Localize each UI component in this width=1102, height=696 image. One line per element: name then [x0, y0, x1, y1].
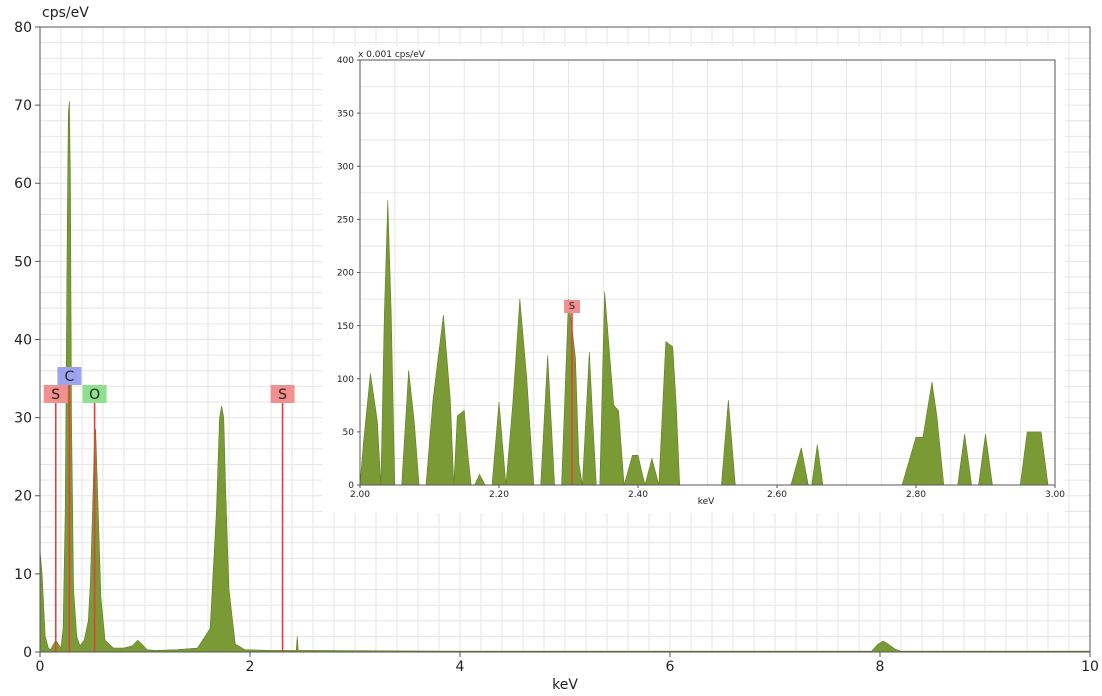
x-tick-label: 10 [1081, 659, 1099, 675]
y-tick-label: 400 [337, 56, 354, 66]
x-axis-label: keV [698, 497, 715, 507]
x-tick-label: 3.00 [1045, 490, 1065, 500]
y-tick-label: 80 [14, 20, 32, 36]
y-tick-label: 30 [14, 411, 32, 427]
y-tick-label: 350 [337, 109, 354, 119]
x-tick-label: 2.20 [489, 490, 509, 500]
element-marker-box [270, 385, 295, 403]
y-tick-label: 60 [14, 176, 32, 192]
element-marker-label: S [569, 301, 575, 312]
element-marker-label: O [89, 387, 100, 403]
y-tick-label: 10 [14, 567, 32, 583]
x-tick-label: 8 [876, 659, 885, 675]
axis-ticks: 2.00 2.20 2.40 2.60 2.80 3.00 0 50 100 150 200 250 3… [337, 56, 1065, 500]
x-tick-label: 2.80 [906, 490, 926, 500]
element-marker-box [43, 385, 68, 403]
y-axis-label: x 0.001 cps/eV [358, 50, 426, 60]
y-tick-label: 20 [14, 489, 32, 505]
y-tick-label: 250 [337, 216, 354, 226]
y-tick-label: 50 [343, 428, 355, 438]
x-tick-label: 2.40 [628, 490, 648, 500]
y-tick-label: 100 [337, 375, 354, 385]
element-marker-c: C [57, 367, 82, 652]
y-axis-label: cps/eV [42, 5, 89, 21]
y-tick-label: 150 [337, 322, 354, 332]
element-marker-o: O [82, 385, 107, 652]
x-axis-label: keV [552, 677, 578, 692]
element-marker-box [57, 367, 82, 385]
inset-spectrum-chart: S 2.00 2.20 2.40 2.60 2.80 3.00 0 50 100 150 200 250… [322, 46, 1065, 513]
y-tick-label: 200 [337, 269, 354, 279]
y-tick-label: 0 [23, 645, 32, 661]
x-tick-label: 2.60 [767, 490, 787, 500]
y-tick-label: 50 [14, 254, 32, 270]
element-marker-label: C [65, 369, 75, 385]
spectrum-area [39, 101, 1091, 653]
y-tick-label: 0 [348, 481, 354, 491]
element-marker-s: S [43, 385, 68, 652]
element-marker-box [563, 300, 580, 313]
y-tick-label: 300 [337, 162, 354, 172]
element-marker-s: S [563, 300, 580, 485]
y-tick-label: 70 [14, 98, 32, 114]
x-tick-label: 4 [456, 659, 465, 675]
element-marker-s: S [270, 385, 295, 652]
spectrum-area [359, 200, 1055, 486]
element-marker-label: S [278, 387, 287, 403]
x-tick-label: 2.00 [350, 490, 370, 500]
y-tick-label: 40 [14, 332, 32, 348]
x-tick-label: 2 [246, 659, 255, 675]
element-marker-label: S [51, 387, 60, 403]
x-tick-label: 6 [666, 659, 675, 675]
x-tick-label: 0 [36, 659, 45, 675]
element-marker-box [82, 385, 107, 403]
